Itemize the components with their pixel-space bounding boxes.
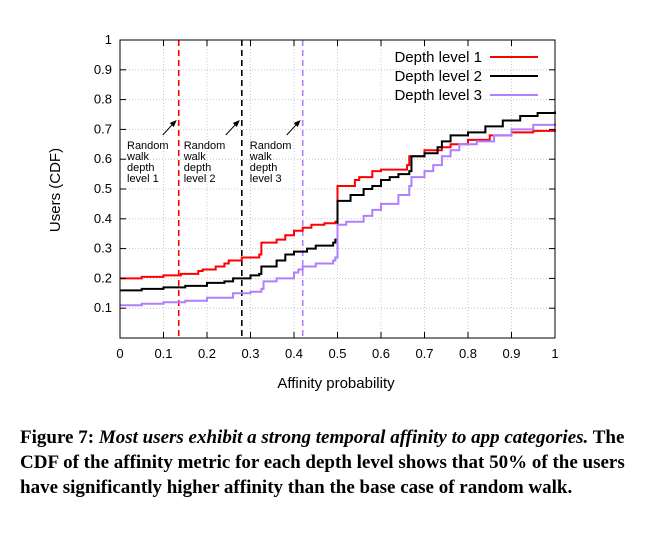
caption-emphasis: Most users exhibit a strong temporal aff… bbox=[98, 427, 589, 448]
annotation-label-line: depth bbox=[127, 162, 155, 174]
y-tick-label: 0.9 bbox=[94, 62, 112, 77]
x-tick-label: 0.5 bbox=[328, 346, 346, 361]
annotation-arrowhead bbox=[293, 120, 301, 127]
x-axis-label: Affinity probability bbox=[277, 375, 395, 392]
series-line-depth-level-1 bbox=[120, 129, 556, 280]
y-axis-label: Users (CDF) bbox=[47, 148, 64, 232]
y-tick-label: 0.3 bbox=[94, 241, 112, 256]
legend: Depth level 1 Depth level 2 Depth level 3 bbox=[394, 49, 538, 104]
x-tick-label: 0 bbox=[116, 346, 123, 361]
x-tick-label: 0.6 bbox=[372, 346, 390, 361]
legend-label-depth-level-2: Depth level 2 bbox=[394, 68, 482, 85]
annotation-label-line: Random bbox=[250, 140, 292, 152]
legend-label-depth-level-1: Depth level 1 bbox=[394, 49, 482, 66]
x-tick-label: 0.7 bbox=[415, 346, 433, 361]
series-lines bbox=[120, 111, 556, 307]
y-tick-label: 0.4 bbox=[94, 211, 112, 226]
x-tick-label: 0.4 bbox=[285, 346, 303, 361]
x-tick-label: 0.8 bbox=[459, 346, 477, 361]
caption-body: The CDF of the affinity metric for each … bbox=[20, 427, 625, 498]
y-tick-label: 0.6 bbox=[94, 151, 112, 166]
annotation-label-line: level 1 bbox=[127, 173, 159, 185]
caption-figure-label: Figure 7: bbox=[20, 427, 95, 448]
annotation-label-line: depth bbox=[184, 162, 212, 174]
series-line-depth-level-2 bbox=[120, 111, 556, 292]
cdf-chart: 0 0.1 0.2 0.3 0.4 0.5 0.6 0.7 0.8 0.9 1 0.1 0.2 0.3 0.… bbox=[47, 32, 559, 392]
annotation-label-line: walk bbox=[183, 151, 207, 163]
annotation-arrowhead bbox=[232, 120, 240, 127]
series-line-depth-level-3 bbox=[120, 123, 556, 307]
y-tick-label: 0.5 bbox=[94, 181, 112, 196]
annotation-arrowhead bbox=[169, 120, 177, 127]
legend-label-depth-level-3: Depth level 3 bbox=[394, 87, 482, 104]
grid bbox=[120, 40, 555, 338]
x-tick-label: 1 bbox=[551, 346, 558, 361]
annotation-label-line: level 2 bbox=[184, 173, 216, 185]
axis-ticks: 0 0.1 0.2 0.3 0.4 0.5 0.6 0.7 0.8 0.9 1 0.1 0.2 0.3 0.… bbox=[94, 32, 559, 361]
x-tick-label: 0.3 bbox=[241, 346, 259, 361]
y-tick-label: 0.8 bbox=[94, 92, 112, 107]
figure-caption: Figure 7: Most users exhibit a strong te… bbox=[20, 425, 625, 500]
y-tick-label: 1 bbox=[105, 32, 112, 47]
x-tick-label: 0.1 bbox=[154, 346, 172, 361]
annotation-label-line: depth bbox=[250, 162, 278, 174]
annotation-label-line: walk bbox=[249, 151, 273, 163]
annotation-label-line: Random bbox=[127, 140, 169, 152]
y-tick-label: 0.1 bbox=[94, 300, 112, 315]
x-tick-label: 0.2 bbox=[198, 346, 216, 361]
annotation-label-line: Random bbox=[184, 140, 226, 152]
annotation-label-line: level 3 bbox=[250, 173, 282, 185]
y-tick-label: 0.2 bbox=[94, 270, 112, 285]
x-tick-label: 0.9 bbox=[502, 346, 520, 361]
annotation-label-line: walk bbox=[126, 151, 150, 163]
y-tick-label: 0.7 bbox=[94, 121, 112, 136]
